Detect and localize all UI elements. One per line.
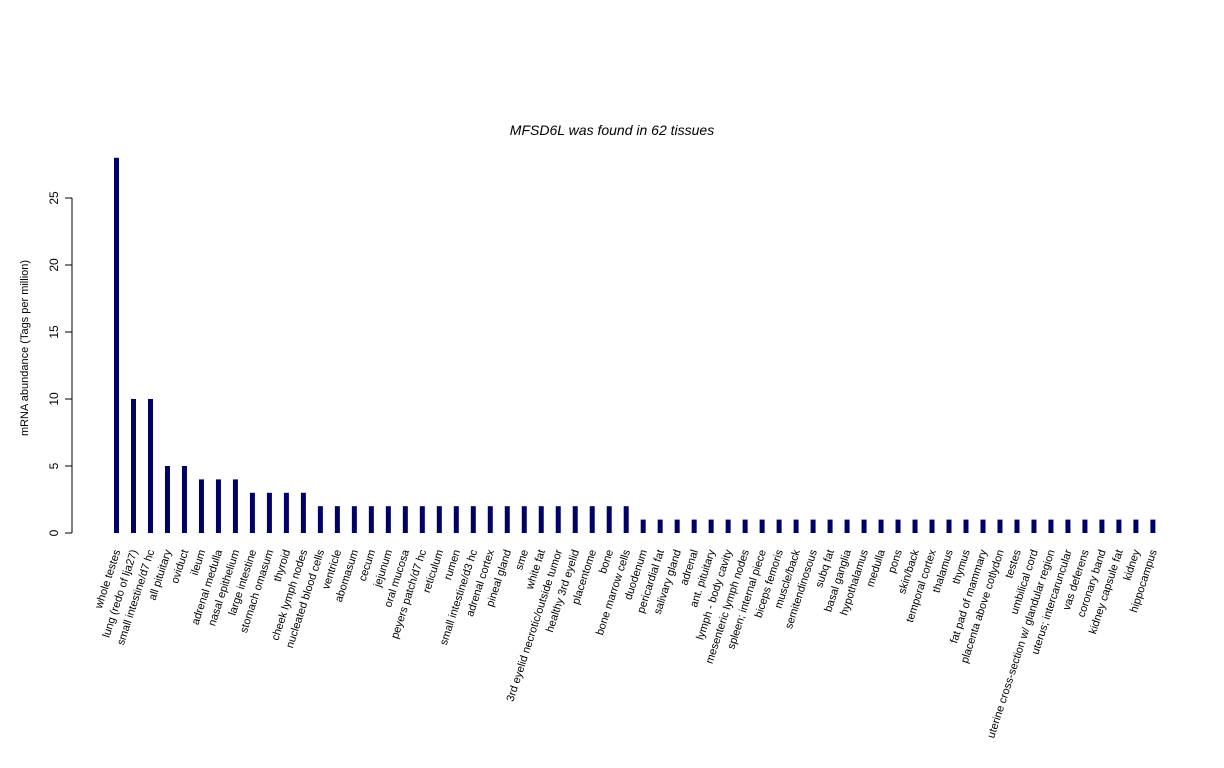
bar (215, 479, 221, 533)
y-tick-label: 5 (47, 462, 61, 469)
bar (436, 506, 442, 533)
bar (470, 506, 476, 533)
y-axis: 0 5 10 15 20 25 (47, 191, 73, 536)
bar (130, 399, 136, 533)
bar (776, 519, 782, 533)
bar (351, 506, 357, 533)
bar (657, 519, 663, 533)
bar (1116, 519, 1122, 533)
bar (164, 466, 170, 533)
y-tick-label: 20 (47, 258, 61, 272)
bar (606, 506, 612, 533)
chart-title: MFSD6L was found in 62 tissues (509, 122, 715, 138)
bar (1065, 519, 1071, 533)
bar (1150, 519, 1156, 533)
bar (691, 519, 697, 533)
bar (742, 519, 748, 533)
bar (402, 506, 408, 533)
bar (827, 519, 833, 533)
bar (504, 506, 510, 533)
bar (929, 519, 935, 533)
bar (334, 506, 340, 533)
bar (300, 492, 306, 533)
bar (725, 519, 731, 533)
y-tick-label: 0 (47, 529, 61, 536)
bar (232, 479, 238, 533)
bar (844, 519, 850, 533)
bar (317, 506, 323, 533)
bar (1082, 519, 1088, 533)
bar (487, 506, 493, 533)
bar (419, 506, 425, 533)
x-category-label: sme (513, 548, 531, 571)
bar (878, 519, 884, 533)
bar (1133, 519, 1139, 533)
bar (980, 519, 986, 533)
bar (1031, 519, 1037, 533)
bar (810, 519, 816, 533)
y-tick-label: 15 (47, 325, 61, 339)
bar (623, 506, 629, 533)
bar (1014, 519, 1020, 533)
bar (793, 519, 799, 533)
bar (1099, 519, 1105, 533)
bar (368, 506, 374, 533)
bar (181, 466, 187, 533)
bar (283, 492, 289, 533)
y-tick-label: 25 (47, 191, 61, 205)
bar (674, 519, 680, 533)
bar (640, 519, 646, 533)
bar (708, 519, 714, 533)
bar (997, 519, 1003, 533)
bar (266, 492, 272, 533)
bar (198, 479, 204, 533)
bar (946, 519, 952, 533)
bar (147, 399, 153, 533)
bar (114, 157, 119, 534)
bar (759, 519, 765, 533)
y-axis-title: mRNA abundance (Tags per million) (19, 260, 31, 436)
bar (589, 506, 595, 533)
bar (249, 492, 255, 533)
y-tick-label: 10 (47, 392, 61, 406)
bar (385, 506, 391, 533)
bar (963, 519, 969, 533)
bar (521, 506, 527, 533)
bar (861, 519, 867, 533)
bar (1048, 519, 1054, 533)
bar (572, 506, 578, 533)
bar (453, 506, 459, 533)
bars-group (114, 157, 1156, 534)
bar (895, 519, 901, 533)
bar (555, 506, 561, 533)
bar (912, 519, 918, 533)
bar (538, 506, 544, 533)
